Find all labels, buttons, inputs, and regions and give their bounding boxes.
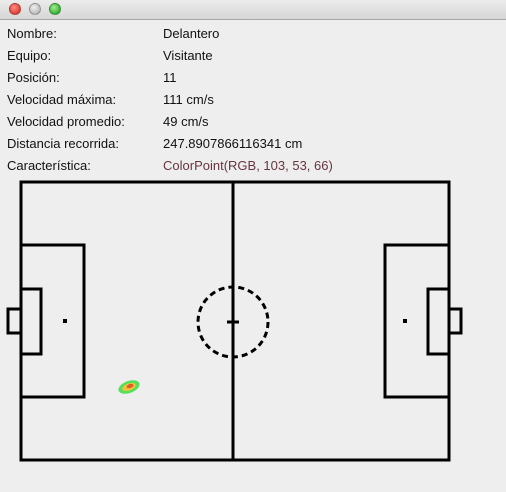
characteristic-label: Característica:: [7, 158, 91, 173]
team-value: Visitante: [163, 48, 213, 63]
max-speed-value: 111 cm/s: [163, 92, 214, 107]
right-penalty-spot: [403, 319, 407, 323]
info-row-team: Equipo: Visitante: [0, 46, 506, 66]
left-penalty-spot: [63, 319, 67, 323]
left-goal: [6, 307, 23, 335]
info-row-avg-speed: Velocidad promedio: 49 cm/s: [0, 112, 506, 132]
characteristic-value: ColorPoint(RGB, 103, 53, 66): [163, 158, 333, 173]
field-drawing: [6, 180, 463, 462]
info-row-distance: Distancia recorrida: 247.8907866116341 c…: [0, 134, 506, 154]
minimize-button[interactable]: [29, 3, 41, 15]
right-penalty-area: [383, 243, 451, 399]
right-goal-area: [426, 287, 451, 356]
close-button[interactable]: [9, 3, 21, 15]
name-label: Nombre:: [7, 26, 57, 41]
field-lines: [6, 180, 463, 462]
info-row-max-speed: Velocidad máxima: 111 cm/s: [0, 90, 506, 110]
zoom-button[interactable]: [49, 3, 61, 15]
name-value: Delantero: [163, 26, 220, 41]
distance-value: 247.8907866116341 cm: [163, 136, 303, 151]
center-circle: [196, 285, 270, 359]
right-goal: [447, 307, 463, 335]
max-speed-label: Velocidad máxima:: [7, 92, 117, 107]
soccer-field: [0, 178, 506, 492]
left-penalty-area: [19, 243, 86, 399]
window-titlebar: [0, 0, 506, 20]
left-goal-area: [19, 287, 43, 356]
position-value: 11: [163, 70, 177, 85]
distance-label: Distancia recorrida:: [7, 136, 119, 151]
avg-speed-label: Velocidad promedio:: [7, 114, 125, 129]
info-row-name: Nombre: Delantero: [0, 24, 506, 44]
team-label: Equipo:: [7, 48, 52, 63]
position-label: Posición:: [7, 70, 60, 85]
info-row-position: Posición: 11: [0, 68, 506, 88]
avg-speed-value: 49 cm/s: [163, 114, 209, 129]
info-row-characteristic: Característica: ColorPoint(RGB, 103, 53,…: [0, 156, 506, 176]
player-heatmap: [118, 380, 140, 394]
